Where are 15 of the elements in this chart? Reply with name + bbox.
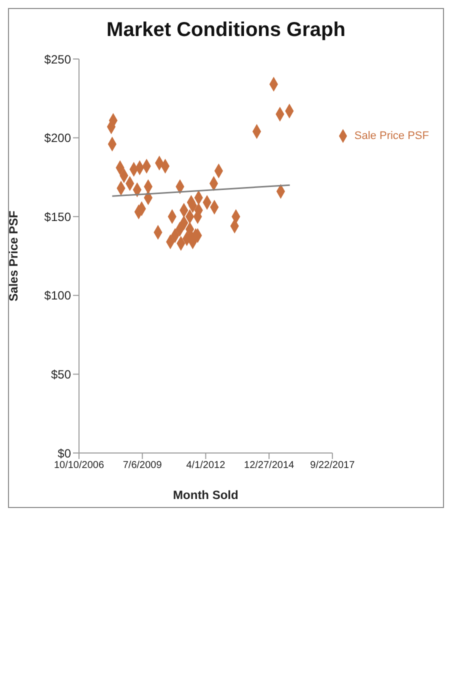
y-tick-label: $150 bbox=[44, 210, 72, 224]
x-axis-title: Month Sold bbox=[173, 488, 238, 502]
y-tick-label: $50 bbox=[50, 367, 72, 382]
y-axis-title: Sales Price PSF bbox=[6, 210, 20, 302]
y-tick-label: $250 bbox=[44, 52, 72, 66]
x-tick-label: 12/27/2014 bbox=[244, 460, 295, 472]
x-tick-label: 4/1/2012 bbox=[186, 460, 226, 472]
x-tick-label: 7/6/2009 bbox=[122, 460, 162, 472]
y-tick-label: $200 bbox=[44, 131, 72, 146]
legend-label: Sale Price PSF bbox=[354, 130, 429, 142]
chart-title: Market Conditions Graph bbox=[106, 19, 346, 42]
y-tick-label: $0 bbox=[58, 446, 72, 460]
y-tick-label: $100 bbox=[44, 288, 72, 303]
x-tick-label: 9/22/2017 bbox=[310, 460, 356, 472]
x-tick-label: 10/10/2006 bbox=[54, 460, 104, 472]
